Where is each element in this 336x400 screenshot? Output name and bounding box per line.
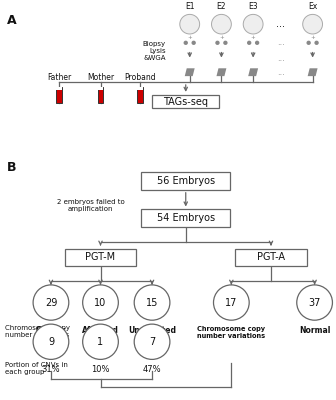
Text: Father: Father — [47, 73, 71, 82]
Text: Carrier: Carrier — [36, 326, 66, 335]
Circle shape — [83, 324, 118, 360]
Bar — [97, 87, 103, 102]
Text: 17: 17 — [225, 298, 238, 308]
Circle shape — [33, 285, 69, 320]
Polygon shape — [248, 68, 258, 76]
Circle shape — [314, 41, 319, 45]
Bar — [137, 87, 143, 102]
Text: TAGs-seq: TAGs-seq — [163, 97, 208, 107]
Circle shape — [33, 324, 69, 360]
Text: 31%: 31% — [42, 365, 60, 374]
Text: Chromosome copy
number variations: Chromosome copy number variations — [197, 326, 265, 339]
Bar — [56, 87, 62, 102]
Bar — [137, 87, 143, 90]
FancyBboxPatch shape — [141, 210, 230, 227]
Text: +: + — [310, 36, 315, 40]
Text: PGT-A: PGT-A — [257, 252, 285, 262]
Circle shape — [212, 14, 232, 34]
Circle shape — [255, 41, 259, 45]
Text: ...: ... — [277, 68, 285, 77]
Text: 15: 15 — [146, 298, 158, 308]
Bar — [56, 87, 62, 90]
Text: Lysis
&WGA: Lysis &WGA — [143, 48, 166, 61]
Text: 37: 37 — [308, 298, 321, 308]
Circle shape — [303, 14, 323, 34]
Text: 7: 7 — [149, 337, 155, 347]
Text: Portion of CNVs in
each group: Portion of CNVs in each group — [5, 362, 68, 375]
Text: 29: 29 — [45, 298, 57, 308]
Text: 10%: 10% — [91, 365, 110, 374]
Text: 9: 9 — [48, 337, 54, 347]
Text: Affected: Affected — [82, 326, 119, 335]
Circle shape — [223, 41, 227, 45]
Polygon shape — [185, 68, 195, 76]
Text: ...: ... — [277, 19, 285, 29]
Circle shape — [215, 41, 220, 45]
Text: Biopsy: Biopsy — [143, 41, 166, 47]
Circle shape — [247, 41, 251, 45]
Text: ...: ... — [277, 38, 285, 47]
Text: E2: E2 — [217, 2, 226, 12]
Circle shape — [183, 41, 188, 45]
FancyBboxPatch shape — [152, 95, 219, 108]
Circle shape — [213, 285, 249, 320]
Text: Mother: Mother — [87, 73, 114, 82]
Text: 2 embryos failed to
amplification: 2 embryos failed to amplification — [57, 199, 124, 212]
Text: 47%: 47% — [143, 365, 161, 374]
Circle shape — [83, 285, 118, 320]
Text: Ex: Ex — [308, 2, 317, 12]
Text: +: + — [187, 36, 192, 40]
Text: Unaffected: Unaffected — [128, 326, 176, 335]
FancyBboxPatch shape — [141, 172, 230, 190]
Text: 56 Embryos: 56 Embryos — [157, 176, 215, 186]
Circle shape — [134, 324, 170, 360]
Circle shape — [306, 41, 311, 45]
Circle shape — [134, 285, 170, 320]
FancyBboxPatch shape — [65, 249, 136, 266]
Polygon shape — [216, 68, 226, 76]
Polygon shape — [308, 68, 318, 76]
Text: +: + — [219, 36, 224, 40]
Circle shape — [180, 14, 200, 34]
Text: Proband: Proband — [124, 73, 156, 82]
Text: 54 Embryos: 54 Embryos — [157, 213, 215, 223]
Circle shape — [243, 14, 263, 34]
Text: +: + — [251, 36, 255, 40]
FancyBboxPatch shape — [235, 249, 307, 266]
Circle shape — [192, 41, 196, 45]
Text: 10: 10 — [94, 298, 107, 308]
Text: A: A — [7, 14, 17, 27]
Text: E3: E3 — [248, 2, 258, 12]
Text: PGT-M: PGT-M — [85, 252, 116, 262]
Text: 1: 1 — [97, 337, 103, 347]
Circle shape — [297, 285, 332, 320]
Text: Chromosome copy
number variations: Chromosome copy number variations — [5, 325, 70, 338]
Text: ...: ... — [277, 54, 285, 63]
Bar — [97, 87, 103, 90]
Text: E1: E1 — [185, 2, 195, 12]
Text: Normal: Normal — [299, 326, 330, 335]
Text: B: B — [7, 162, 17, 174]
